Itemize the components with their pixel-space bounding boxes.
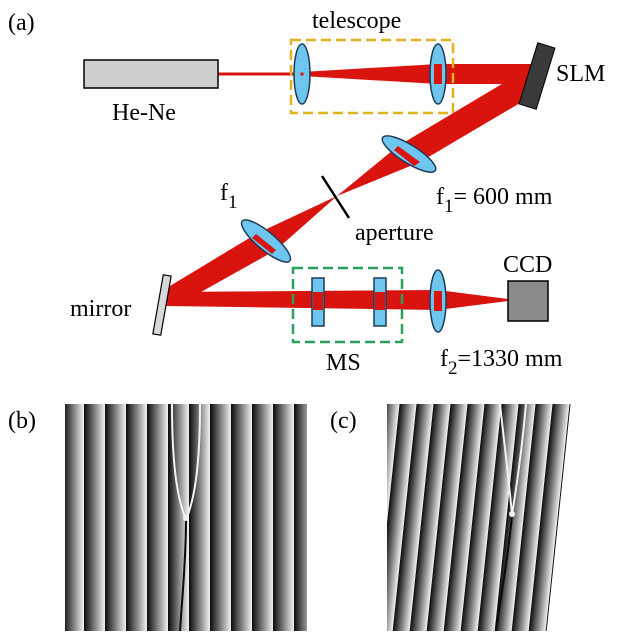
panel-c: (c) (330, 404, 571, 631)
f1-right-value: = 600 mm (454, 184, 553, 210)
beam-mirror-to-f2 (160, 290, 438, 310)
aperture-label: aperture (355, 220, 434, 246)
f1-right-main: f (436, 184, 444, 210)
f1-left-subscript: 1 (228, 192, 238, 213)
beam-diverge-left-f1 (256, 196, 337, 250)
f2-label: f2=1330 mm (440, 346, 563, 379)
f2-main: f (440, 346, 448, 372)
panel-c-label: (c) (330, 408, 357, 434)
panel-b-label: (b) (8, 408, 36, 434)
f1-left-main: f (220, 180, 228, 206)
beam-laser-out (218, 72, 302, 76)
slm-label: SLM (556, 61, 605, 87)
telescope-box (289, 38, 455, 115)
f2-value: =1330 mm (458, 346, 563, 372)
f1-right-label: f1= 600 mm (436, 184, 553, 217)
panel-b: (b) (8, 404, 307, 631)
mirror (152, 274, 172, 336)
slm-device (518, 42, 556, 110)
ccd-label: CCD (503, 252, 552, 278)
beam-telescope-expand (302, 64, 438, 84)
mirror-label: mirror (70, 296, 131, 322)
beam-focus-ccd (438, 290, 508, 310)
telescope-label: telescope (312, 8, 401, 34)
fringe-image-c (387, 404, 571, 631)
f2-subscript: 2 (448, 358, 458, 379)
ms-label: MS (326, 350, 361, 376)
lens-f1-left (240, 219, 292, 263)
beam-to-slm (438, 64, 532, 84)
laser-body (83, 59, 219, 89)
aperture (320, 175, 351, 219)
laser-label: He-Ne (112, 100, 176, 126)
fringe-image-b (65, 404, 307, 631)
beam-f1-to-mirror (160, 234, 276, 306)
f1-left-label: f1 (220, 180, 238, 213)
ms-box (291, 266, 404, 344)
ccd-camera (507, 280, 549, 322)
panel-a: (a) He-Ne telescope (8, 8, 605, 379)
f1-right-subscript: 1 (444, 196, 454, 217)
panel-a-label: (a) (8, 10, 35, 36)
beam-slm-to-f1 (398, 72, 542, 162)
